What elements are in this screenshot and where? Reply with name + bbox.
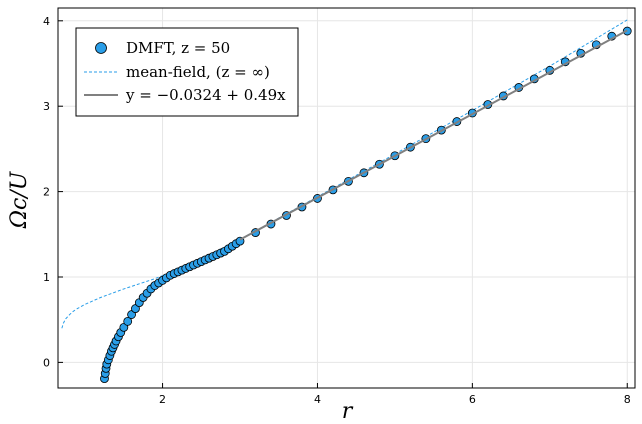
series-fit-line xyxy=(239,29,628,241)
y-tick-label: 1 xyxy=(43,271,50,284)
x-tick-label: 2 xyxy=(159,393,166,406)
series-mean-field-line xyxy=(61,19,628,329)
grid xyxy=(58,8,635,388)
x-tick-label: 8 xyxy=(624,393,631,406)
axis-ticks: 2 4 6 8 0 1 2 3 4 xyxy=(43,15,631,406)
legend-box xyxy=(75,27,299,117)
plot-frame xyxy=(57,7,636,389)
x-tick-label: 6 xyxy=(469,393,476,406)
y-tick-label: 4 xyxy=(43,15,50,28)
legend-label-mean-field: mean-field, (z = ∞) xyxy=(126,63,270,81)
dmft-point xyxy=(123,316,133,326)
legend-marker-dmft xyxy=(95,42,107,54)
legend: DMFT, z = 50 mean-field, (z = ∞) y = −0.… xyxy=(75,27,299,117)
legend-label-dmft: DMFT, z = 50 xyxy=(126,39,230,57)
plot-marks xyxy=(61,19,632,384)
legend-label-fit: y = −0.0324 + 0.49x xyxy=(125,86,286,104)
y-tick-label: 0 xyxy=(43,356,50,369)
y-tick-label: 3 xyxy=(43,100,50,113)
x-tick-label: 4 xyxy=(314,393,321,406)
y-tick-label: 2 xyxy=(43,186,50,199)
x-axis-label: r xyxy=(342,399,354,424)
y-axis-label: Ωc/U xyxy=(7,170,32,229)
